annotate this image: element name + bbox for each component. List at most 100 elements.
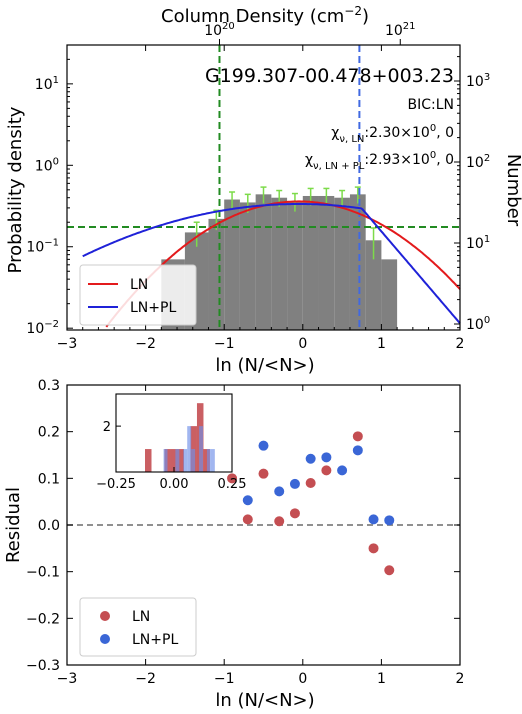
- top-axis-ticks: −3 −2 −1 0 1 2 10−2 10−1 100 101 100 101 102 103 1020 1…: [26, 21, 490, 352]
- bic-label: BIC:LN: [408, 97, 455, 113]
- y-tick-label: 100: [35, 156, 59, 174]
- top-panel: −3 −2 −1 0 1 2 10−2 10−1 100 101 100 101 102 103 1020 1…: [5, 4, 522, 376]
- histogram-bars: [161, 194, 398, 330]
- histogram-bar: [208, 218, 225, 330]
- y-tick-label: 0.3: [38, 378, 60, 394]
- x-tick-label: 2: [456, 671, 465, 687]
- x-tick-label: −1: [214, 336, 235, 352]
- top-x-axis-title: ln (N/<N>): [215, 355, 314, 376]
- residual-point-ln: [368, 543, 379, 554]
- residual-point-ln: [227, 473, 238, 484]
- residual-point-lnpl: [258, 440, 269, 451]
- inset-x-tick-label: 0.25: [218, 477, 247, 492]
- top-y2-axis-title: Number: [503, 154, 522, 227]
- x-tick-label: 2: [456, 336, 465, 352]
- chi-ln-label: χν, LN:2.30×100, 0: [331, 123, 454, 145]
- inset-bar-lnpl: [206, 449, 211, 472]
- top-legend: LN LN+PL: [79, 264, 197, 326]
- y2-tick-label: 101: [466, 234, 490, 252]
- residual-point-ln: [352, 431, 363, 442]
- residual-point-lnpl: [384, 515, 395, 526]
- y-tick-label: 0.2: [38, 425, 60, 441]
- histogram-bar: [255, 194, 272, 330]
- inset-y-tick-label: 2: [103, 420, 111, 435]
- inset-ticks: −0.25 0.00 0.25 2: [96, 420, 246, 492]
- inset-bar-lnpl: [191, 449, 196, 472]
- bottom-legend-ln-label: LN: [132, 609, 150, 625]
- bottom-y-axis-title: Residual: [3, 487, 24, 563]
- top-y-axis-title: Probability density: [5, 106, 26, 273]
- model-curve-ln: [105, 200, 461, 328]
- bottom-legend-lnpl-label: LN+PL: [132, 632, 178, 648]
- inset-bar-ln: [170, 449, 178, 472]
- y-tick-label: 0.1: [38, 471, 60, 487]
- y-tick-label: 101: [35, 75, 59, 93]
- inset-x-tick-label: −0.25: [96, 477, 136, 492]
- bottom-x-axis-title: ln (N/<N>): [215, 690, 314, 711]
- top-secondary-axis-title: Column Density (cm−2): [161, 4, 369, 27]
- histogram-bar: [334, 197, 350, 330]
- y-tick-label: 0.0: [38, 518, 60, 534]
- reference-lines: [67, 45, 460, 330]
- histogram-bar: [239, 202, 256, 330]
- residual-inset-histogram: −0.25 0.00 0.25 2: [96, 393, 246, 492]
- inset-bars: [145, 403, 215, 472]
- residual-point-lnpl: [368, 514, 379, 525]
- histogram-bar: [318, 195, 335, 330]
- residual-point-ln: [274, 516, 285, 527]
- inset-bar-ln: [164, 449, 171, 472]
- y-tick-label: 10−2: [26, 319, 59, 337]
- inset-bar-ln: [203, 449, 210, 472]
- inset-bar-lnpl: [183, 449, 188, 472]
- top-legend-lnpl-label: LN+PL: [130, 300, 176, 316]
- residual-point-lnpl: [352, 445, 363, 456]
- residual-point-ln: [258, 468, 269, 479]
- top-axis-tick-label: 1021: [385, 21, 416, 39]
- residual-point-ln: [242, 514, 253, 525]
- residual-point-lnpl: [289, 478, 300, 489]
- bottom-legend-ln-marker: [100, 611, 110, 621]
- residual-point-lnpl: [321, 452, 332, 463]
- histogram-bar: [287, 201, 303, 330]
- residual-point-lnpl: [305, 453, 316, 464]
- x-tick-label: 0: [298, 671, 307, 687]
- inset-bar-ln: [177, 449, 184, 472]
- residual-point-lnpl: [274, 486, 285, 497]
- inset-bar-lnpl: [210, 449, 215, 472]
- top-legend-ln-label: LN: [130, 277, 148, 293]
- object-name-label: G199.307-00.478+003.23: [205, 65, 454, 87]
- y2-tick-label: 102: [466, 153, 490, 171]
- x-tick-label: −3: [57, 336, 78, 352]
- histogram-error-bars: [193, 186, 377, 260]
- y2-tick-label: 103: [466, 72, 490, 90]
- x-tick-label: 1: [377, 336, 386, 352]
- bottom-legend: LN LN+PL: [79, 597, 197, 657]
- inset-x-tick-label: 0.00: [160, 477, 189, 492]
- y2-tick-label: 100: [466, 315, 490, 333]
- residual-point-ln: [289, 508, 300, 519]
- x-tick-label: −1: [214, 671, 235, 687]
- top-legend-box: [79, 264, 197, 326]
- inset-bar-lnpl: [199, 426, 203, 472]
- residual-point-ln: [321, 465, 332, 476]
- residual-points: [227, 431, 395, 576]
- histogram-bar: [302, 195, 319, 330]
- y-tick-label: −0.2: [26, 611, 60, 627]
- model-curves: [82, 200, 461, 328]
- inset-bar-ln: [145, 449, 152, 472]
- residual-point-lnpl: [242, 495, 253, 506]
- model-curve-lnpl: [82, 203, 461, 325]
- bottom-axis-ticks: −3 −2 −1 0 1 2 −0.3 −0.2 −0.1 0.0 0.1 0.2 0.3: [26, 378, 464, 687]
- chi-lnpl-label: χν, LN + PL:2.93×100, 0: [305, 150, 454, 172]
- y-tick-label: 10−1: [26, 238, 59, 256]
- residual-point-ln: [305, 478, 316, 488]
- x-tick-label: 0: [298, 336, 307, 352]
- inset-bar-lnpl: [163, 449, 168, 472]
- histogram-bar: [224, 199, 240, 330]
- histogram-bar: [381, 259, 398, 330]
- histogram-bar: [271, 197, 288, 330]
- inset-bar-lnpl: [187, 426, 192, 472]
- histogram-bar: [349, 194, 366, 330]
- y-tick-label: −0.3: [26, 658, 60, 674]
